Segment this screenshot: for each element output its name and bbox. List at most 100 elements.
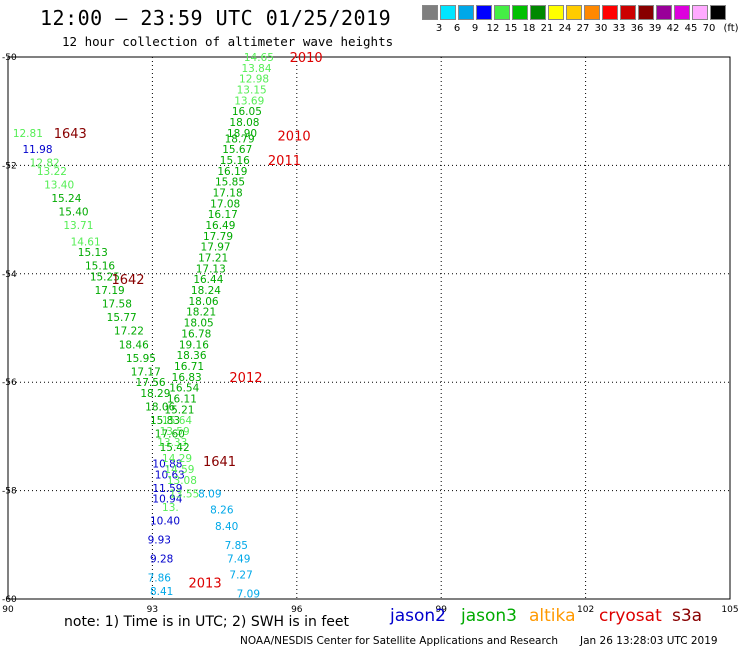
wave-height-value: 8.41: [150, 586, 173, 598]
legend-swatch: [584, 5, 600, 20]
legend-label: 39: [648, 23, 662, 34]
wave-height-value: 13.08: [167, 475, 197, 487]
legend-label: 15: [504, 23, 518, 34]
legend-swatch: [692, 5, 708, 20]
x-tick-label: 99: [435, 605, 447, 615]
wave-height-value: 17.58: [102, 299, 132, 311]
wave-height-value: 15.83: [150, 415, 180, 427]
wave-height-value: 10.88: [152, 459, 182, 471]
wave-height-value: 17.13: [196, 263, 226, 275]
wave-height-value: 12.98: [239, 74, 269, 86]
wave-height-value: 18.79: [225, 133, 255, 145]
wave-height-value: 18.29: [140, 388, 170, 400]
wave-height-value: 15.25: [90, 272, 120, 284]
legend-swatch: [710, 5, 726, 20]
wave-height-value: 15.95: [126, 353, 156, 365]
wave-height-value: 14.65: [244, 52, 274, 64]
legend-swatch: [458, 5, 474, 20]
grid-lines: [8, 57, 730, 599]
page-title: 12:00 — 23:59 UTC 01/25/2019: [40, 6, 392, 30]
y-tick-label: -56: [2, 378, 17, 388]
wave-height-value: 17.18: [213, 188, 243, 200]
legend-swatch: [548, 5, 564, 20]
generated-timestamp: Jan 26 13:28:03 UTC 2019: [580, 635, 718, 647]
wave-height-value: 13.69: [234, 95, 264, 107]
track-time-label: 2011: [268, 154, 301, 169]
wave-height-value: 16.19: [217, 166, 247, 178]
wave-height-value: 8.26: [210, 505, 234, 517]
legend-label: 3: [435, 23, 443, 34]
map-frame: [7, 56, 731, 600]
wave-height-value: 13.33: [157, 437, 187, 449]
legend-label: 42: [666, 23, 680, 34]
wave-height-value: 18.90: [227, 128, 257, 140]
y-tick-label: -58: [2, 487, 17, 497]
y-tick-label: -52: [2, 161, 17, 171]
legend-label: 30: [594, 23, 608, 34]
legend-swatch: [440, 5, 456, 20]
wave-height-value: 18.24: [191, 285, 221, 297]
wave-height-value: 9.28: [150, 553, 173, 565]
wave-height-value: 17.17: [131, 366, 161, 378]
wave-height-value: 13.59: [160, 426, 190, 438]
wave-height-value: 11.98: [22, 144, 52, 156]
x-tick-label: 90: [2, 605, 14, 615]
legend-label: 33: [612, 23, 626, 34]
satellite-cryosat: cryosat: [599, 606, 662, 626]
wave-height-value: 15.16: [220, 155, 250, 167]
satellite-jason3: jason3: [461, 606, 517, 626]
legend-swatch: [638, 5, 654, 20]
wave-height-value: 15.21: [164, 404, 194, 416]
wave-height-value: 15.64: [162, 415, 192, 427]
wave-height-labels: 14.6513.8412.9813.1513.6916.0518.0818.90…: [13, 52, 274, 601]
legend-swatch: [674, 5, 690, 20]
wave-height-value: 16.11: [167, 393, 197, 405]
legend-label: 27: [576, 23, 590, 34]
wave-height-value: 13.15: [237, 85, 267, 97]
wave-height-value: 15.40: [59, 206, 89, 218]
wave-height-value: 18.06: [189, 296, 219, 308]
legend-swatch: [656, 5, 672, 20]
wave-height-value: 13.71: [63, 220, 93, 232]
wave-height-value: 16.44: [193, 274, 223, 286]
wave-height-value: 16.83: [172, 372, 202, 384]
satellite-s3a: s3a: [672, 606, 703, 626]
wave-height-value: 15.67: [222, 144, 252, 156]
legend-swatch: [494, 5, 510, 20]
legend-label: 36: [630, 23, 644, 34]
wave-height-value: 13.40: [44, 179, 74, 191]
legend-label: 18: [522, 23, 536, 34]
wave-height-value: 14.61: [71, 236, 101, 248]
wave-height-value: 12.82: [30, 158, 60, 170]
wave-height-value: 15.85: [215, 177, 245, 189]
wave-height-value: 7.86: [148, 572, 172, 584]
footer-note: note: 1) Time is in UTC; 2) SWH is in fe…: [64, 614, 350, 630]
wave-height-value: 7.85: [225, 540, 248, 552]
wave-height-value: 7.27: [229, 570, 252, 582]
legend-swatch: [566, 5, 582, 20]
wave-height-value: 16.05: [232, 106, 262, 118]
wave-height-value: 8.09: [198, 488, 221, 500]
wave-height-value: 15.16: [85, 261, 115, 273]
wave-height-value: 14.59: [164, 464, 194, 476]
legend-label: 70: [702, 23, 716, 34]
x-tick-label: 96: [291, 605, 303, 615]
legend-swatch: [602, 5, 618, 20]
satellite-jason2: jason2: [390, 606, 446, 626]
wave-height-value: 16.71: [174, 361, 204, 373]
track-time-label: 1642: [111, 273, 144, 288]
wave-height-value: 11.59: [152, 483, 182, 495]
credit-line: NOAA/NESDIS Center for Satellite Applica…: [240, 635, 558, 647]
wave-height-value: 15.77: [107, 312, 137, 324]
wave-height-value: 15.13: [78, 247, 108, 259]
track-time-label: 2013: [189, 577, 222, 592]
legend-swatch: [620, 5, 636, 20]
wave-height-value: 14.29: [162, 453, 192, 465]
y-tick-label: -54: [2, 270, 17, 280]
page-subtitle: 12 hour collection of altimeter wave hei…: [62, 34, 394, 49]
wave-height-value: 7.09: [237, 589, 260, 601]
wave-height-value: 10.94: [152, 494, 182, 506]
color-scale-legend: 3 6 9 12 15 18 21 24 27 30 33 36 39 42 45 70 (ft): [422, 5, 739, 35]
wave-height-value: 15.24: [51, 193, 81, 205]
